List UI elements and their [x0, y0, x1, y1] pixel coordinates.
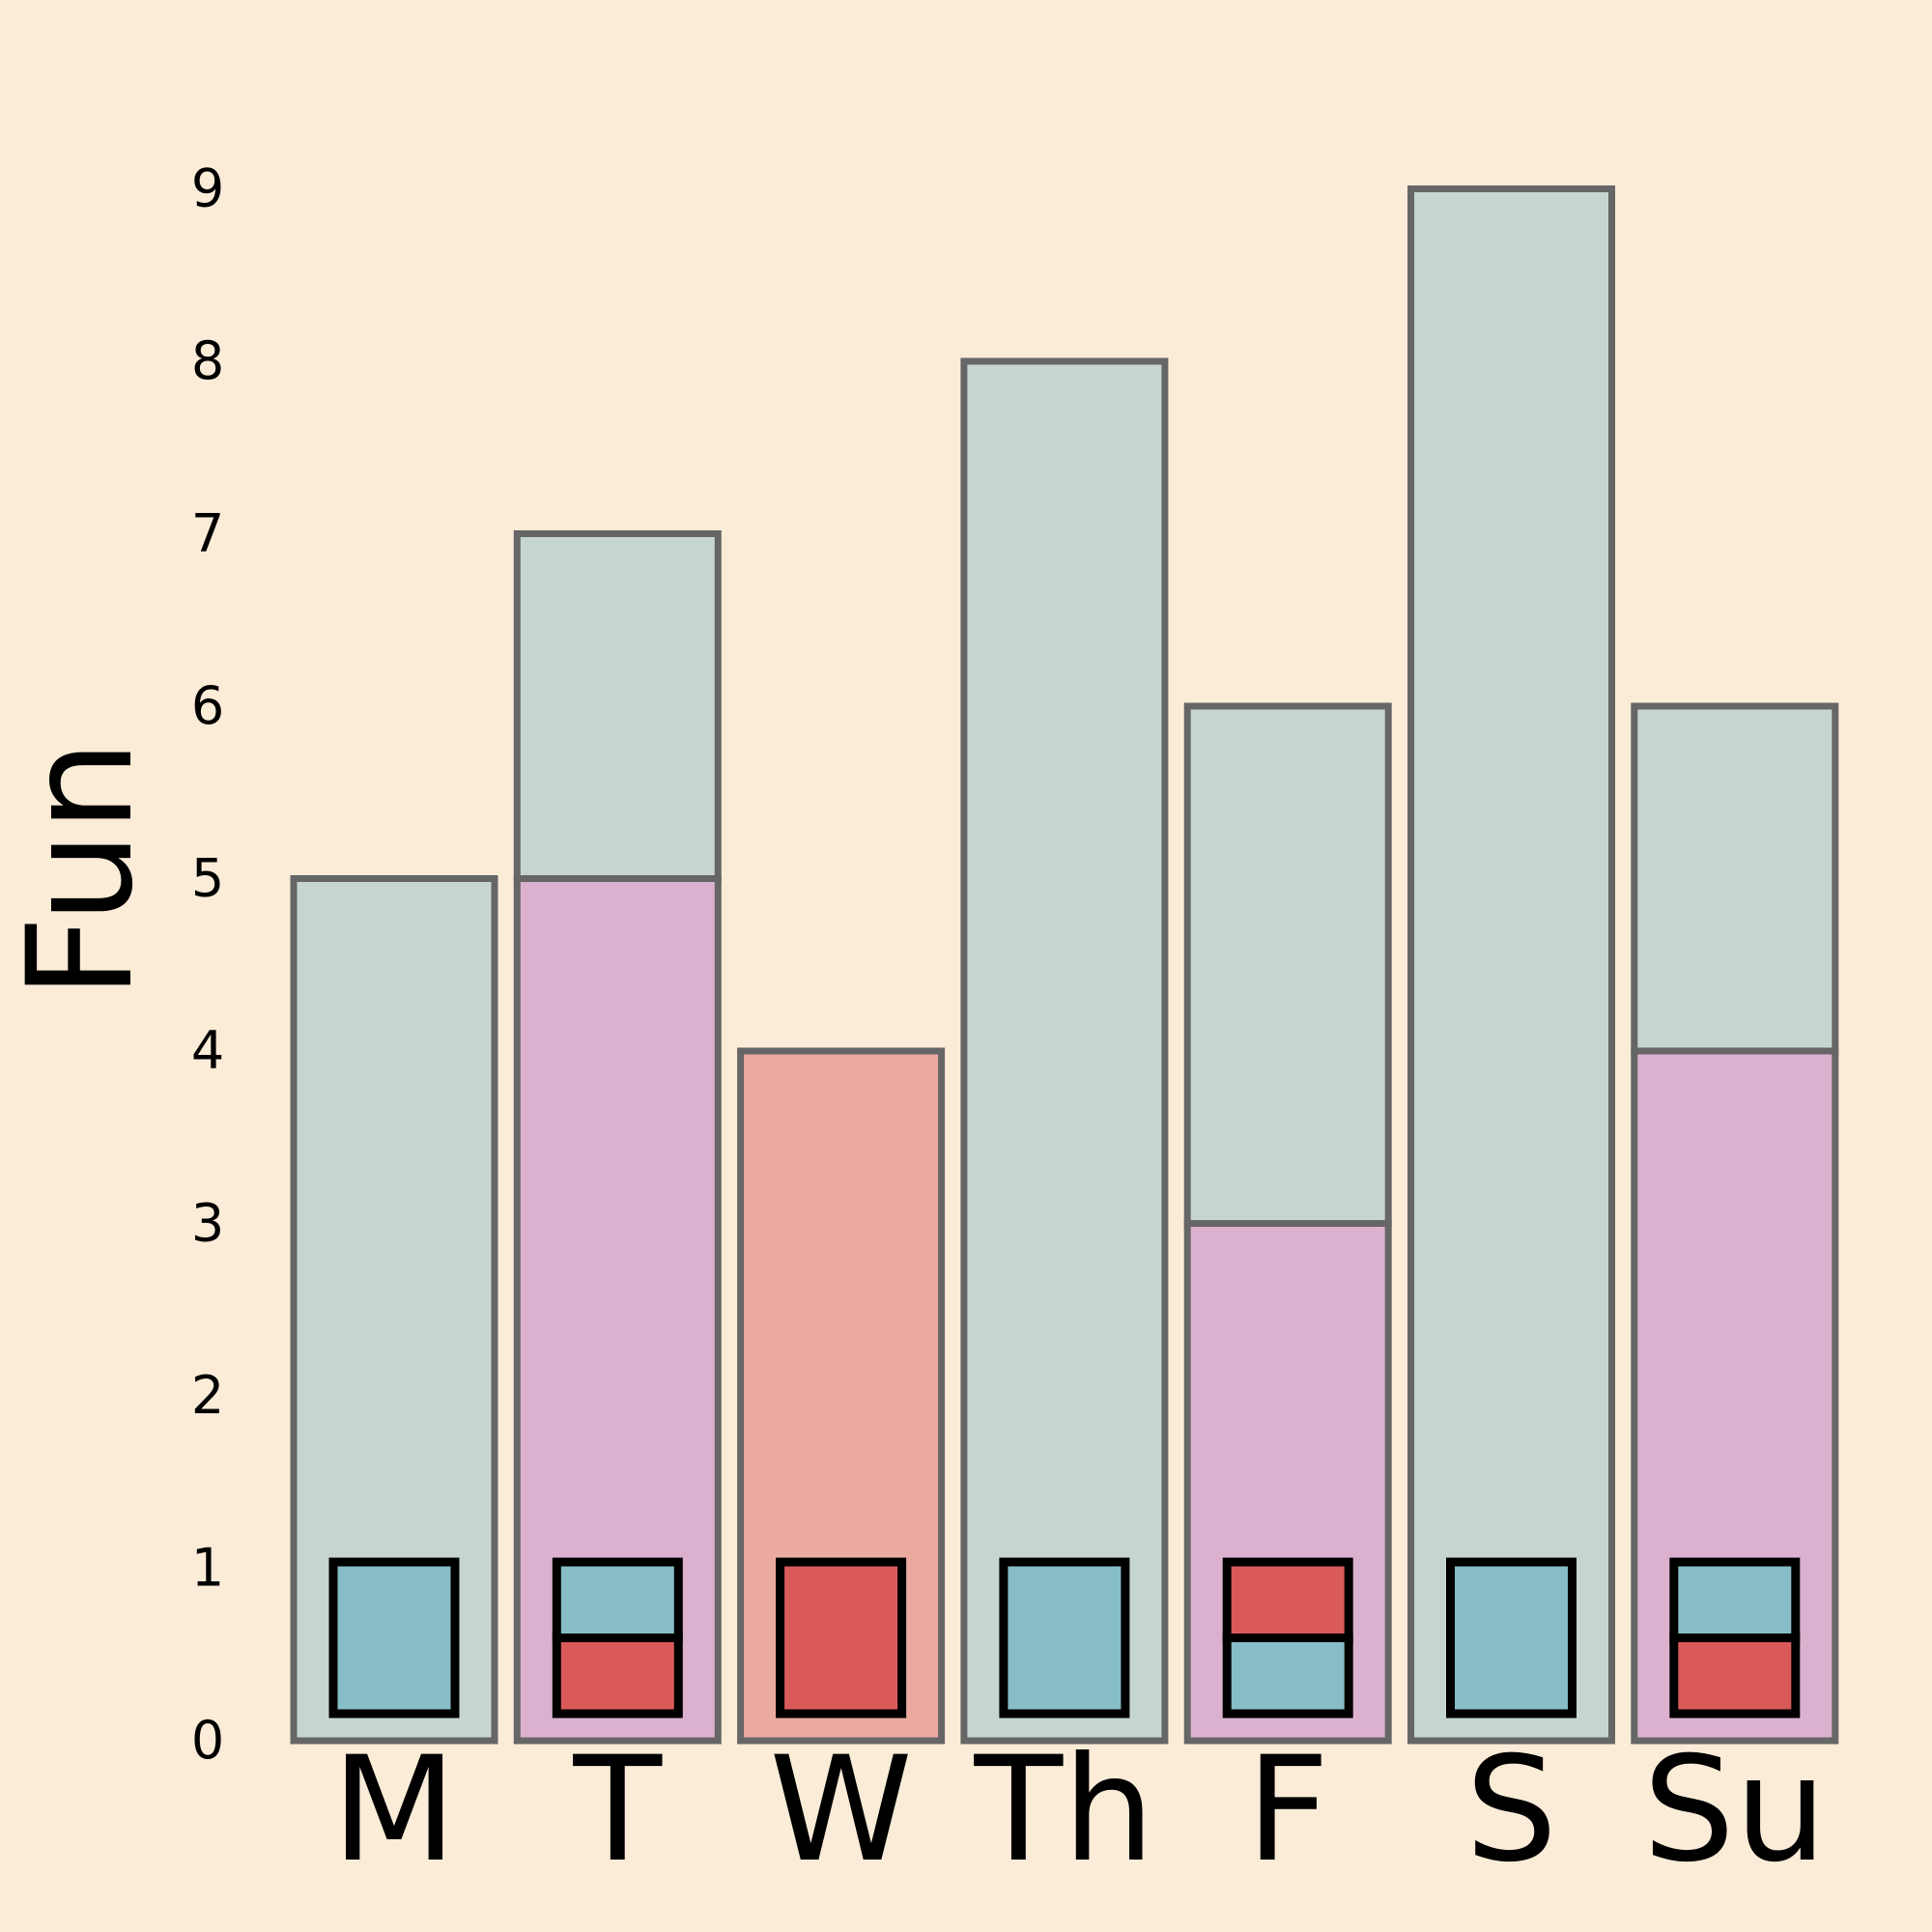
x-label-F: F: [1246, 1726, 1329, 1894]
x-label-W: W: [769, 1726, 912, 1894]
marker-Su-2: [1669, 1557, 1801, 1642]
marker-M-1: [328, 1557, 460, 1719]
y-tick-9: 9: [191, 158, 224, 219]
x-label-M: M: [331, 1726, 456, 1894]
marker-Su-1: [1669, 1634, 1801, 1719]
marker-Th-1: [999, 1557, 1130, 1719]
y-tick-6: 6: [191, 675, 224, 736]
marker-S-1: [1446, 1557, 1577, 1719]
y-tick-8: 8: [191, 330, 224, 391]
y-tick-1: 1: [191, 1538, 224, 1599]
x-category-labels: M T W Th F S Su: [331, 1726, 1827, 1894]
y-axis-title: Fun: [0, 740, 165, 999]
marker-W-1: [776, 1557, 907, 1719]
bar-T-segment-2: [513, 530, 722, 882]
y-tick-4: 4: [191, 1020, 224, 1081]
y-tick-7: 7: [191, 503, 224, 564]
y-tick-5: 5: [191, 848, 224, 909]
bar-Su-segment-2: [1631, 702, 1839, 1055]
markers-layer: [328, 1557, 1801, 1719]
x-label-Th: Th: [974, 1726, 1155, 1894]
marker-F-2: [1222, 1557, 1353, 1642]
marker-T-1: [552, 1634, 683, 1719]
bar-S-segment-1: [1407, 185, 1615, 1745]
y-tick-3: 3: [191, 1193, 224, 1254]
bars-layer: [290, 185, 1839, 1745]
y-tick-0: 0: [191, 1710, 224, 1771]
marker-F-1: [1222, 1634, 1353, 1719]
bar-W-segment-1: [737, 1047, 946, 1745]
y-tick-2: 2: [191, 1365, 224, 1426]
y-tick-labels: 0 1 2 3 4 5 6 7 8 9: [191, 158, 224, 1772]
bar-F-segment-2: [1183, 702, 1392, 1227]
marker-T-2: [552, 1557, 683, 1642]
x-label-S: S: [1465, 1726, 1557, 1894]
x-label-T: T: [572, 1726, 663, 1894]
bar-Th-segment-1: [960, 357, 1169, 1745]
x-label-Su: Su: [1643, 1726, 1827, 1894]
